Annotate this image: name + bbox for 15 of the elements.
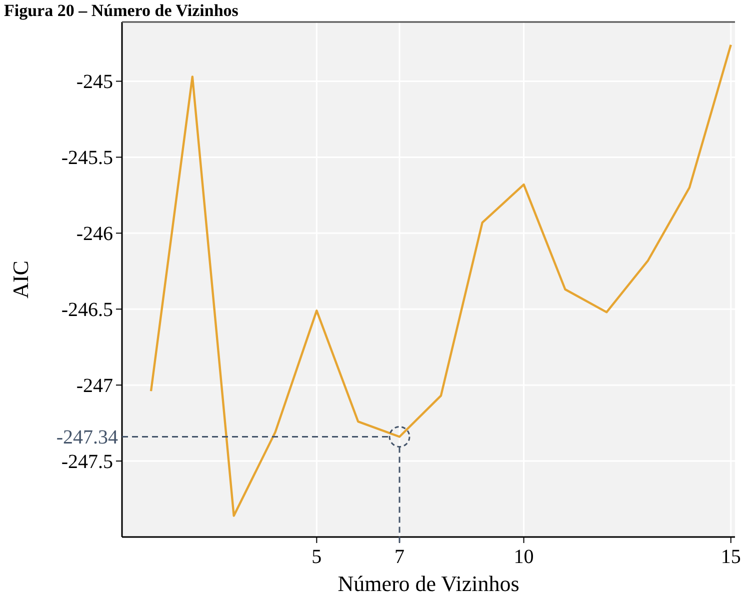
x-tick-label: 15 bbox=[720, 546, 741, 568]
ref-line-label: -247.34 bbox=[56, 426, 118, 449]
x-axis-title: Número de Vizinhos bbox=[338, 571, 520, 596]
y-tick-label: -246 bbox=[76, 223, 113, 246]
x-tick-label: 5 bbox=[312, 546, 322, 568]
chart-title: Figura 20 – Número de Vizinhos bbox=[4, 1, 239, 20]
y-axis-title: AIC bbox=[8, 260, 33, 298]
x-tick-label: 7 bbox=[394, 546, 405, 568]
x-tick-label: 10 bbox=[514, 546, 534, 568]
y-tick-label: -245 bbox=[76, 71, 113, 94]
y-tick-label: -246.5 bbox=[61, 299, 113, 322]
line-series bbox=[150, 44, 732, 517]
y-tick-label: -247.5 bbox=[61, 451, 113, 474]
y-tick-label: -247 bbox=[76, 375, 113, 398]
y-tick-label: -245.5 bbox=[61, 147, 113, 170]
